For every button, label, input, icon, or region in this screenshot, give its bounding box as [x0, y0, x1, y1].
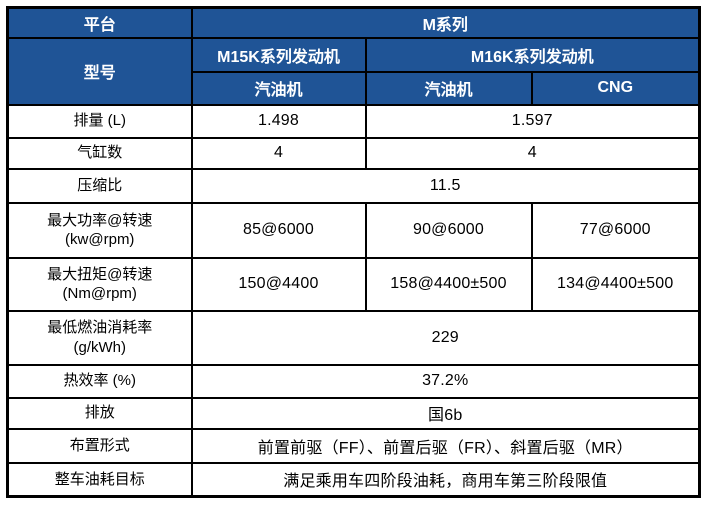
platform-label-cell: 平台: [6, 6, 193, 39]
table-row: 整车油耗目标 满足乘用车四阶段油耗，商用车第三阶段限值: [6, 461, 701, 498]
max-torque-m15k-gasoline-value-cell: 150@4400: [190, 256, 367, 312]
max-torque-label-cell: 最大扭矩@转速 (Nm@rpm): [6, 256, 193, 312]
table-row: 排量 (L) 1.498 1.597: [6, 103, 701, 139]
max-torque-m16k-cng-value-cell: 134@4400±500: [530, 256, 701, 312]
thermal-efficiency-value-cell: 37.2%: [190, 363, 701, 399]
max-power-label-cell: 最大功率@转速 (kw@rpm): [6, 201, 193, 259]
m16k-cng-header-cell: CNG: [530, 70, 701, 106]
cylinders-m16k-value-cell: 4: [364, 136, 701, 170]
table-row: 排放 国6b: [6, 396, 701, 430]
m16k-gasoline-header-cell: 汽油机: [364, 70, 533, 106]
table-row: 最大功率@转速 (kw@rpm) 85@6000 90@6000 77@6000: [6, 201, 701, 259]
cylinders-m15k-value-cell: 4: [190, 136, 367, 170]
table-row: 最低燃油消耗率 (g/kWh) 229: [6, 309, 701, 366]
platform-value-cell: M系列: [190, 6, 701, 39]
table-row: 气缸数 4 4: [6, 136, 701, 170]
max-torque-m16k-gasoline-value-cell: 158@4400±500: [364, 256, 533, 312]
table-row: 热效率 (%) 37.2%: [6, 363, 701, 399]
cylinders-label-cell: 气缸数: [6, 136, 193, 170]
max-power-m15k-gasoline-value-cell: 85@6000: [190, 201, 367, 259]
emission-label-cell: 排放: [6, 396, 193, 430]
displacement-m16k-value-cell: 1.597: [364, 103, 701, 139]
table-row: 平台 M系列: [6, 6, 701, 39]
table-row: 压缩比 11.5: [6, 167, 701, 204]
model-label-cell: 型号: [6, 36, 193, 106]
vehicle-fuel-target-value-cell: 满足乘用车四阶段油耗，商用车第三阶段限值: [190, 461, 701, 498]
min-fuel-consumption-label-cell: 最低燃油消耗率 (g/kWh): [6, 309, 193, 366]
displacement-m15k-value-cell: 1.498: [190, 103, 367, 139]
table-row: 最大扭矩@转速 (Nm@rpm) 150@4400 158@4400±500 1…: [6, 256, 701, 312]
displacement-label-cell: 排量 (L): [6, 103, 193, 139]
table-row: 汽油机 汽油机 CNG: [8, 70, 701, 106]
drive-layout-label-cell: 布置形式: [6, 427, 193, 464]
m15k-engine-header-cell: M15K系列发动机: [190, 36, 367, 73]
min-fuel-consumption-value-cell: 229: [190, 309, 701, 366]
thermal-efficiency-label-cell: 热效率 (%): [6, 363, 193, 399]
table-row: 型号 M15K系列发动机 M16K系列发动机: [6, 36, 701, 106]
drive-layout-value-cell: 前置前驱（FF）、前置后驱（FR）、斜置后驱（MR）: [190, 427, 701, 464]
table-row: 布置形式 前置前驱（FF）、前置后驱（FR）、斜置后驱（MR）: [6, 427, 701, 464]
compression-ratio-label-cell: 压缩比: [6, 167, 193, 204]
engine-spec-table: 平台 M系列 型号 M15K系列发动机 M16K系列发动机 汽油机 汽油机 CN…: [6, 6, 702, 498]
m16k-engine-header-cell: M16K系列发动机: [364, 36, 701, 73]
compression-ratio-value-cell: 11.5: [190, 167, 701, 204]
max-power-m16k-cng-value-cell: 77@6000: [530, 201, 701, 259]
vehicle-fuel-target-label-cell: 整车油耗目标: [6, 461, 193, 498]
max-power-m16k-gasoline-value-cell: 90@6000: [364, 201, 533, 259]
m15k-fuel-header-cell: 汽油机: [190, 70, 367, 106]
emission-value-cell: 国6b: [190, 396, 701, 430]
